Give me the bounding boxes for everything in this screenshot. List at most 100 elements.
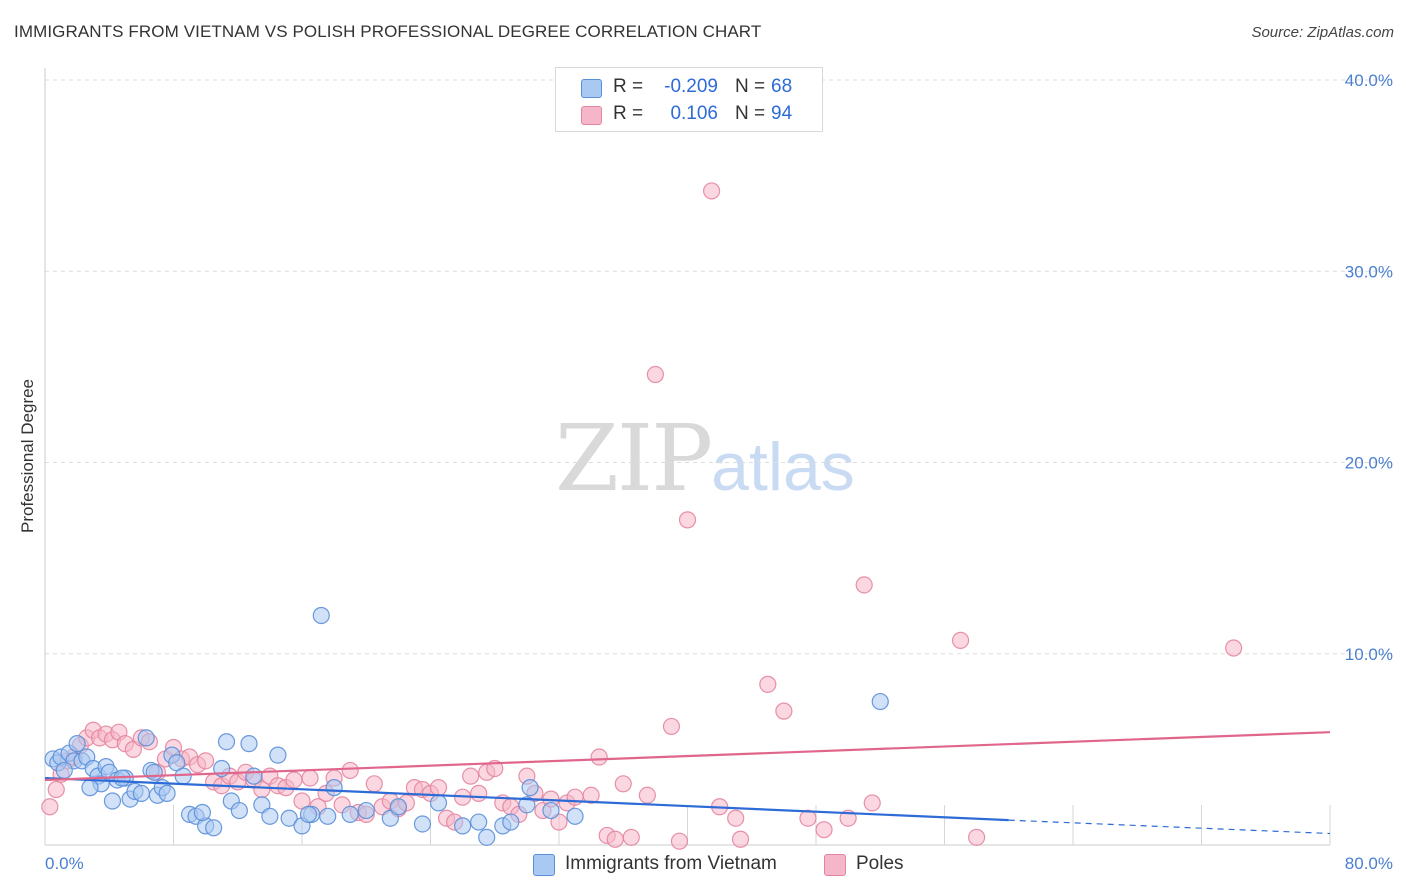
poles-point — [614, 775, 632, 793]
watermark-atlas: atlas — [711, 429, 855, 505]
poles-point — [606, 830, 624, 848]
poles-point — [775, 702, 793, 720]
vietnam-point — [240, 735, 258, 753]
poles-point — [41, 798, 59, 816]
y-tick-label: 20.0% — [1345, 454, 1393, 473]
vietnam-point — [429, 794, 448, 812]
series-swatch-poles — [824, 854, 846, 876]
source-label: Source: ZipAtlas.com — [1251, 24, 1394, 41]
poles-point — [285, 771, 303, 789]
vietnam-point — [245, 767, 263, 785]
trend-lines — [44, 731, 1331, 835]
vietnam-point — [217, 733, 236, 751]
vietnam-point — [502, 813, 520, 831]
vietnam-point — [454, 817, 472, 835]
vietnam-point — [521, 779, 539, 797]
poles-point — [1225, 639, 1243, 657]
x-tick-label: 0.0% — [45, 854, 84, 873]
poles-point — [470, 784, 488, 802]
poles-point — [702, 182, 721, 200]
legend-swatch-poles — [581, 106, 602, 125]
vietnam-point — [341, 805, 359, 824]
y-tick-label: 30.0% — [1345, 262, 1393, 281]
legend-n-value: 94 — [771, 103, 793, 124]
legend-r-value: -0.209 — [664, 76, 718, 97]
poles-point — [590, 748, 608, 766]
vietnam-trend-extension — [1008, 819, 1331, 835]
vietnam-point — [357, 801, 375, 820]
vietnam-trend-line — [44, 776, 1009, 822]
vietnam-point — [269, 746, 287, 764]
vietnam-point — [478, 828, 496, 846]
poles-point — [662, 717, 681, 736]
vietnam-point — [413, 815, 432, 833]
poles-point — [968, 828, 986, 846]
legend-r-label: R = — [613, 76, 644, 97]
poles-point — [670, 832, 689, 850]
poles-point — [759, 675, 777, 693]
chart-title: IMMIGRANTS FROM VIETNAM VS POLISH PROFES… — [14, 22, 762, 41]
vietnam-point — [319, 807, 337, 825]
poles-point — [863, 794, 881, 812]
vietnam-point — [103, 792, 122, 810]
axes — [44, 68, 1331, 846]
watermark-zip: ZIP — [555, 405, 713, 512]
poles-point — [486, 759, 504, 778]
vietnam-point — [871, 692, 889, 711]
legend-row-poles: R = 0.106 N = 94 — [556, 101, 822, 127]
vietnam-point — [205, 819, 223, 837]
vietnam-point — [193, 803, 212, 822]
series-label-poles: Poles — [856, 853, 904, 874]
vietnam-point — [55, 761, 73, 780]
vietnam-point — [470, 813, 488, 831]
poles-point — [638, 786, 656, 804]
legend-n-label: N = — [735, 76, 766, 97]
legend-row-vietnam: R = -0.209 N = 68 — [556, 74, 822, 100]
series-label-vietnam: Immigrants from Vietnam — [565, 853, 777, 874]
grid — [45, 79, 1392, 655]
vietnam-point — [174, 767, 192, 785]
poles-point — [799, 809, 817, 827]
poles-point — [301, 769, 319, 787]
poles-point — [429, 779, 448, 797]
poles-point — [365, 775, 383, 793]
legend-n-label: N = — [735, 103, 766, 124]
poles-point — [731, 830, 750, 848]
poles-point — [341, 761, 359, 780]
poles-point — [678, 511, 697, 529]
vietnam-point — [389, 798, 407, 816]
y-tick-label: 10.0% — [1345, 645, 1393, 664]
series-swatch-vietnam — [533, 854, 555, 876]
series-legend: Immigrants from Vietnam Poles — [0, 852, 1406, 878]
vietnam-point — [68, 735, 86, 753]
vietnam-point — [518, 796, 536, 814]
legend-swatch-vietnam — [581, 79, 602, 98]
vietnam-point — [261, 807, 279, 825]
x-tick-label: 80.0% — [1345, 854, 1393, 873]
poles-point — [646, 365, 664, 384]
y-tick-label: 40.0% — [1345, 71, 1393, 90]
vietnam-point — [158, 784, 176, 802]
poles-point — [951, 631, 970, 649]
correlation-legend: R = -0.209 N = 68 R = 0.106 N = 94 — [555, 67, 823, 132]
vietnam-point — [132, 784, 150, 802]
vietnam-point — [312, 606, 330, 625]
poles-point — [622, 828, 640, 846]
vietnam-point — [230, 801, 248, 820]
poles-point — [462, 767, 480, 785]
vietnam-point — [280, 809, 298, 827]
poles-point — [727, 809, 745, 827]
poles-points — [41, 182, 1243, 850]
poles-point — [47, 780, 65, 799]
legend-r-value: 0.106 — [670, 103, 718, 124]
vietnam-point — [566, 807, 584, 825]
poles-point — [815, 821, 833, 839]
vietnam-point — [81, 779, 99, 797]
legend-n-value: 68 — [771, 76, 793, 97]
poles-point — [197, 752, 215, 770]
poles-trend-line — [44, 731, 1331, 782]
vietnam-point — [325, 779, 343, 797]
poles-point — [582, 786, 600, 804]
poles-point — [855, 576, 873, 594]
